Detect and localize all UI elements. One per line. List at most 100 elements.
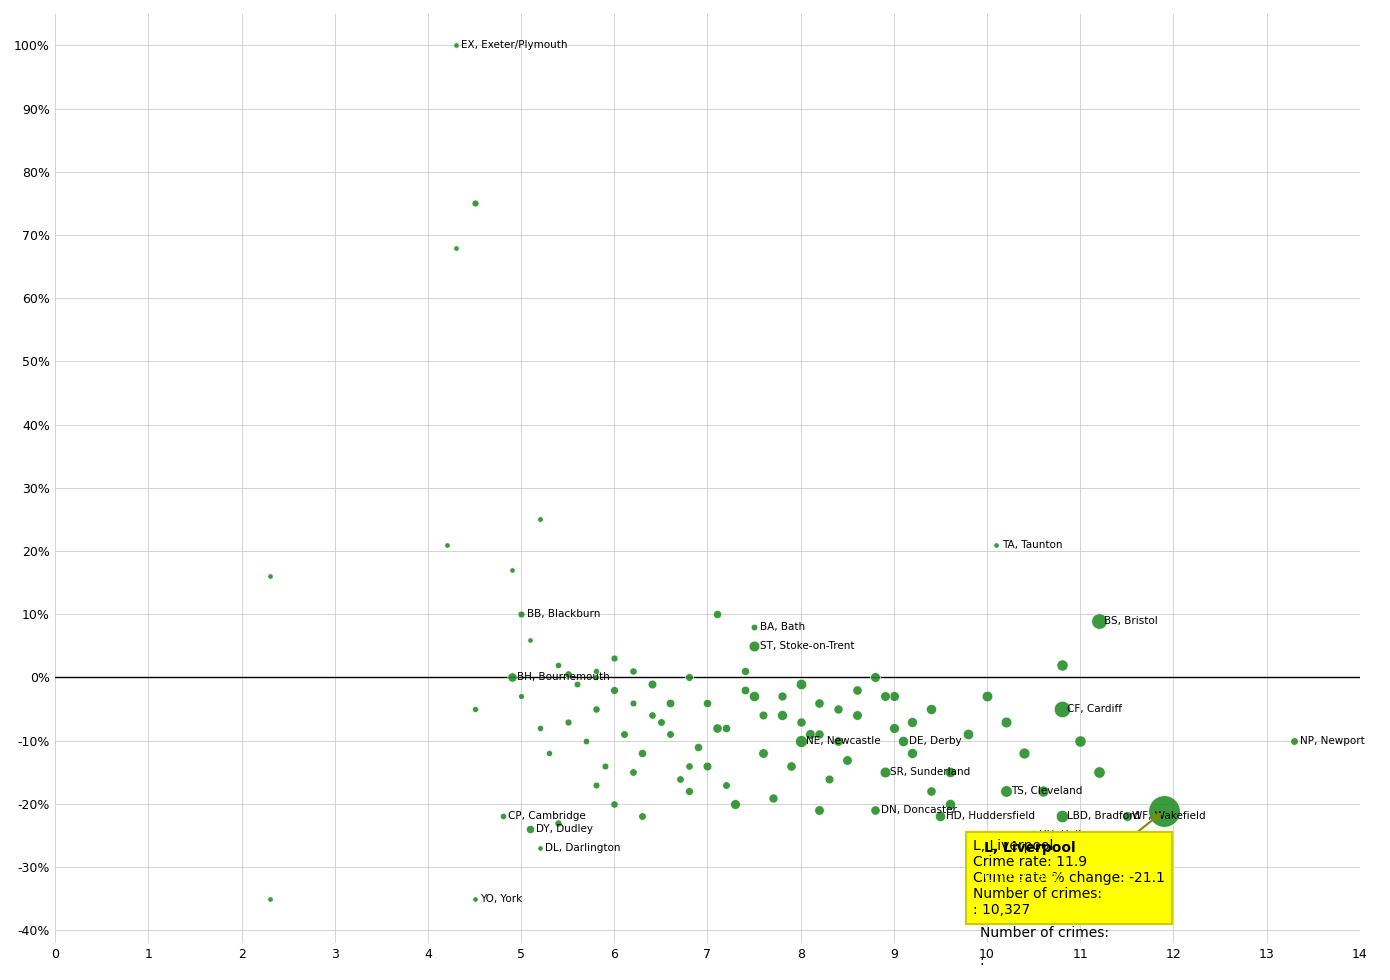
Point bbox=[1051, 702, 1073, 717]
Point bbox=[641, 708, 663, 723]
Text: DY, Dudley: DY, Dudley bbox=[537, 824, 594, 834]
Point bbox=[706, 720, 728, 736]
Point bbox=[920, 783, 942, 799]
Point bbox=[520, 821, 542, 837]
Text: L, Liverpool
Crime rate: 11.9
Crime rate % change: -21.1
Number of crimes:
: 10,: L, Liverpool Crime rate: 11.9 Crime rate… bbox=[973, 839, 1165, 917]
Point bbox=[883, 720, 905, 736]
Point bbox=[1088, 764, 1111, 780]
Point bbox=[734, 663, 756, 679]
Text: LBD, Bradford: LBD, Bradford bbox=[1068, 811, 1140, 821]
Point bbox=[510, 689, 532, 705]
Point bbox=[1051, 657, 1073, 672]
Point bbox=[585, 702, 607, 717]
Point bbox=[445, 37, 467, 53]
Point bbox=[920, 702, 942, 717]
Point bbox=[780, 759, 802, 774]
Point bbox=[744, 689, 766, 705]
Point bbox=[575, 733, 598, 749]
Text: TS, Cleveland: TS, Cleveland bbox=[1011, 786, 1083, 796]
Point bbox=[678, 783, 701, 799]
Point bbox=[724, 796, 746, 811]
Text: SR, Sunderland: SR, Sunderland bbox=[890, 767, 970, 777]
Point bbox=[445, 240, 467, 256]
Text: CF, Cardiff: CF, Cardiff bbox=[1068, 704, 1122, 714]
Point bbox=[613, 726, 635, 742]
Point bbox=[463, 196, 485, 212]
Text: NP, Newport: NP, Newport bbox=[1300, 736, 1365, 746]
Point bbox=[994, 783, 1016, 799]
Text: Crime rate % change:: Crime rate % change: bbox=[980, 898, 1137, 911]
Point bbox=[463, 702, 485, 717]
Text: DL, Darlington: DL, Darlington bbox=[545, 843, 621, 853]
Point bbox=[892, 733, 915, 749]
Point bbox=[744, 638, 766, 654]
Point bbox=[500, 669, 523, 685]
Point bbox=[714, 777, 737, 793]
Point bbox=[817, 770, 840, 786]
Text: HU, Hull: HU, Hull bbox=[1040, 830, 1081, 841]
Point bbox=[548, 657, 570, 672]
Point bbox=[1013, 746, 1036, 761]
Point bbox=[585, 777, 607, 793]
Text: BH, Bournemouth: BH, Bournemouth bbox=[517, 672, 610, 682]
Point bbox=[1069, 733, 1091, 749]
Point bbox=[520, 632, 542, 648]
Point bbox=[696, 759, 719, 774]
Text: Crime rate:: Crime rate: bbox=[980, 869, 1063, 883]
Point bbox=[594, 759, 616, 774]
Point bbox=[976, 689, 998, 705]
Point bbox=[659, 695, 681, 710]
Text: Crime rate % change: -21.1: Crime rate % change: -21.1 bbox=[980, 898, 1172, 911]
Point bbox=[845, 708, 867, 723]
Text: L, Liverpool: L, Liverpool bbox=[984, 841, 1076, 856]
Point bbox=[994, 713, 1016, 729]
Text: BA, Bath: BA, Bath bbox=[759, 622, 805, 632]
Point bbox=[1023, 827, 1045, 843]
Point bbox=[1283, 733, 1305, 749]
Text: DN, Doncaster: DN, Doncaster bbox=[881, 806, 956, 815]
Text: BB, Blackburn: BB, Blackburn bbox=[527, 610, 600, 619]
Point bbox=[762, 790, 784, 806]
Point bbox=[585, 663, 607, 679]
Point bbox=[621, 764, 644, 780]
Point bbox=[808, 803, 830, 818]
Text: L, Liverpool: L, Liverpool bbox=[980, 841, 1072, 855]
Text: WF, Wakefield: WF, Wakefield bbox=[1133, 811, 1207, 821]
Point bbox=[1031, 783, 1054, 799]
Text: YO, York: YO, York bbox=[480, 894, 523, 904]
Point bbox=[706, 607, 728, 622]
Point bbox=[463, 891, 485, 907]
Point bbox=[528, 840, 550, 856]
Point bbox=[808, 726, 830, 742]
Point bbox=[687, 739, 709, 755]
Point bbox=[714, 720, 737, 736]
Point bbox=[901, 746, 923, 761]
Text: :: : bbox=[980, 955, 990, 968]
Text: DE, Derby: DE, Derby bbox=[909, 736, 962, 746]
Point bbox=[883, 689, 905, 705]
Point bbox=[734, 682, 756, 698]
Point bbox=[771, 708, 794, 723]
Point bbox=[641, 676, 663, 692]
Point bbox=[790, 676, 812, 692]
Text: HD, Huddersfield: HD, Huddersfield bbox=[947, 811, 1036, 821]
Point bbox=[566, 676, 588, 692]
Point bbox=[585, 669, 607, 685]
Text: ST, Stoke-on-Trent: ST, Stoke-on-Trent bbox=[759, 641, 853, 651]
Point bbox=[873, 689, 895, 705]
Point bbox=[873, 764, 895, 780]
Point bbox=[435, 537, 457, 553]
Point bbox=[938, 764, 960, 780]
Text: Number of crimes:: Number of crimes: bbox=[980, 926, 1109, 940]
Point bbox=[621, 695, 644, 710]
Point bbox=[259, 568, 281, 584]
Point bbox=[556, 713, 578, 729]
Point bbox=[669, 770, 691, 786]
Point bbox=[548, 815, 570, 831]
Point bbox=[631, 808, 653, 824]
Text: Crime rate: 11.9: Crime rate: 11.9 bbox=[980, 869, 1094, 883]
Point bbox=[827, 702, 849, 717]
Point bbox=[603, 651, 626, 666]
Point bbox=[865, 803, 887, 818]
Point bbox=[510, 607, 532, 622]
